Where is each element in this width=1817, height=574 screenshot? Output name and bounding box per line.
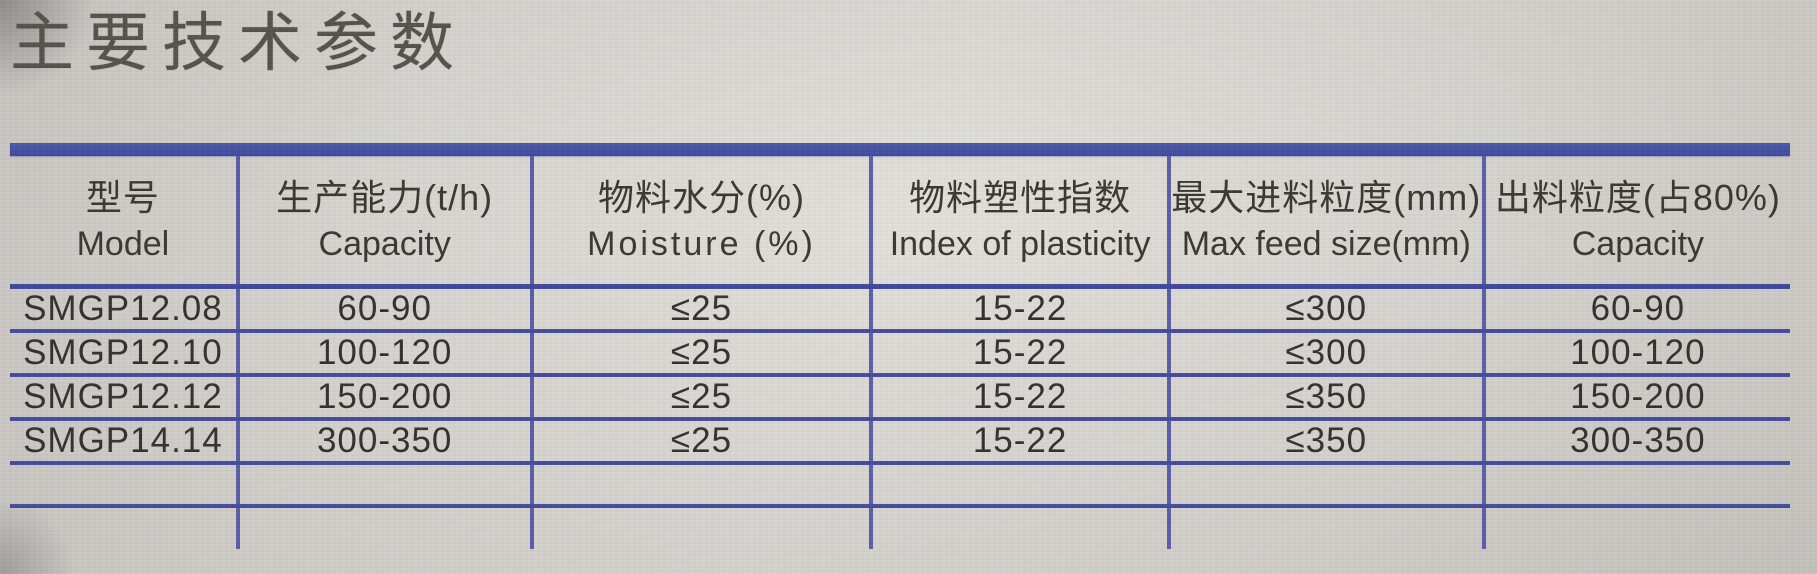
table-row-smgp12-12: SMGP12.12 150-200 ≤25 15-22 ≤350 150-200: [10, 374, 1790, 421]
col-header-plasticity-index-en: Index of plasticity: [889, 224, 1151, 263]
col-header-model: 型号 Model: [10, 156, 238, 289]
cell-empty: [869, 462, 1169, 508]
cell-max-feed-size: ≤350: [1166, 374, 1484, 421]
col-header-model-en: Model: [76, 224, 170, 263]
col-header-capacity-en: Capacity: [318, 224, 451, 263]
cell-plasticity-index: 15-22: [869, 374, 1169, 421]
table-row-empty-clipped: [10, 505, 1790, 549]
col-header-max-feed-size: 最大进料粒度(mm) Max feed size(mm): [1166, 156, 1484, 289]
cell-empty: [10, 506, 238, 549]
cell-max-feed-size: ≤350: [1166, 418, 1484, 465]
cell-empty: [529, 505, 872, 549]
col-header-max-feed-size-cn: 最大进料粒度(mm): [1171, 177, 1482, 219]
cell-empty: [10, 462, 238, 508]
cell-moisture: ≤25: [529, 286, 872, 333]
cell-max-feed-size: ≤300: [1166, 330, 1484, 377]
col-header-output-size: 出料粒度(占80%) Capacity: [1481, 156, 1790, 289]
cell-model: SMGP14.14: [10, 418, 238, 465]
col-header-plasticity-index: 物料塑性指数 Index of plasticity: [869, 156, 1169, 289]
col-header-max-feed-size-en: Max feed size(mm): [1181, 224, 1471, 263]
table-row-empty: [10, 462, 1790, 508]
cell-output-size: 300-350: [1481, 418, 1790, 465]
cell-empty: [1481, 505, 1790, 549]
cell-plasticity-index: 15-22: [869, 286, 1169, 333]
cell-empty: [1166, 505, 1484, 549]
col-header-moisture: 物料水分(%) Moisture (%): [529, 156, 872, 289]
cell-empty: [1481, 462, 1790, 508]
cell-empty: [529, 462, 872, 508]
table-row-smgp12-08: SMGP12.08 60-90 ≤25 15-22 ≤300 60-90: [10, 286, 1790, 333]
cell-plasticity-index: 15-22: [869, 330, 1169, 377]
table-row-smgp14-14: SMGP14.14 300-350 ≤25 15-22 ≤350 300-350: [10, 418, 1790, 465]
cell-moisture: ≤25: [529, 374, 872, 421]
table-top-border: [10, 143, 1790, 156]
col-header-output-size-cn: 出料粒度(占80%): [1494, 177, 1781, 219]
cell-output-size: 150-200: [1481, 374, 1790, 421]
cell-capacity: 300-350: [235, 418, 532, 465]
col-header-plasticity-index-cn: 物料塑性指数: [909, 177, 1132, 219]
header-row: 型号 Model 生产能力(t/h) Capacity 物料水分(%) Mois…: [10, 156, 1790, 289]
cell-capacity: 150-200: [235, 374, 532, 421]
cell-model: SMGP12.10: [10, 330, 238, 377]
cell-capacity: 100-120: [235, 330, 532, 377]
table-row-smgp12-10: SMGP12.10 100-120 ≤25 15-22 ≤300 100-120: [10, 330, 1790, 377]
cell-empty: [235, 462, 532, 508]
cell-moisture: ≤25: [529, 330, 872, 377]
col-header-output-size-en: Capacity: [1571, 224, 1705, 263]
cell-capacity: 60-90: [235, 286, 532, 333]
cell-plasticity-index: 15-22: [869, 418, 1169, 465]
col-header-capacity-cn: 生产能力(t/h): [276, 177, 494, 219]
cell-output-size: 100-120: [1481, 330, 1790, 377]
spec-table: 型号 Model 生产能力(t/h) Capacity 物料水分(%) Mois…: [10, 143, 1790, 549]
cell-model: SMGP12.08: [10, 286, 238, 333]
col-header-capacity: 生产能力(t/h) Capacity: [235, 156, 532, 289]
cell-output-size: 60-90: [1481, 286, 1790, 333]
cell-empty: [1166, 462, 1484, 508]
col-header-moisture-cn: 物料水分(%): [598, 177, 805, 219]
cell-empty: [235, 505, 532, 549]
technical-parameters-table: 型号 Model 生产能力(t/h) Capacity 物料水分(%) Mois…: [10, 156, 1790, 549]
cell-model: SMGP12.12: [10, 374, 238, 421]
cell-max-feed-size: ≤300: [1166, 286, 1484, 333]
cell-empty: [869, 505, 1169, 549]
page-title: 主要技术参数: [10, 7, 466, 79]
col-header-moisture-en: Moisture (%): [587, 224, 816, 263]
col-header-model-cn: 型号: [85, 177, 160, 219]
cell-moisture: ≤25: [529, 418, 872, 465]
